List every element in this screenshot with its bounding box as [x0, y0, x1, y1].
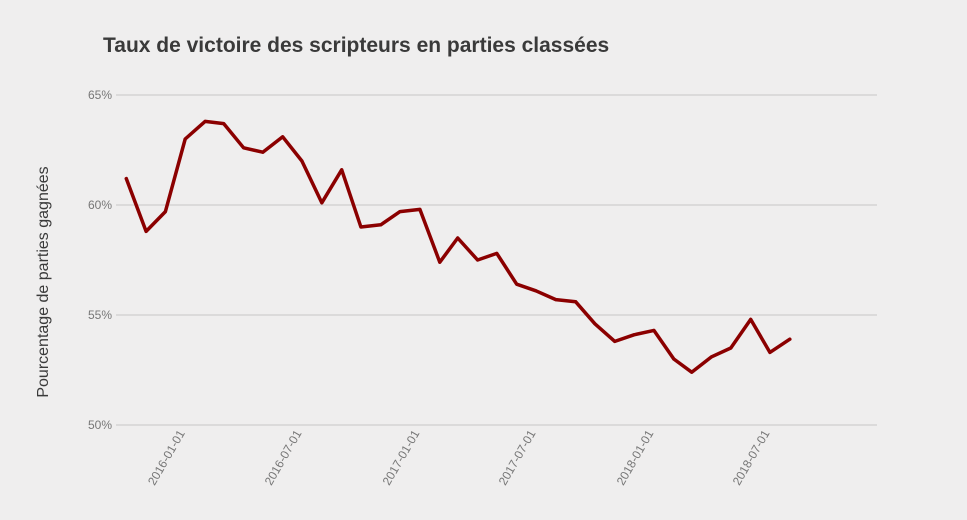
data-point — [203, 119, 207, 123]
y-axis-title: Pourcentage de parties gagnées — [35, 166, 52, 397]
data-point — [242, 146, 246, 150]
data-point — [476, 258, 480, 262]
data-point — [710, 355, 714, 359]
data-point — [690, 370, 694, 374]
data-point — [495, 251, 499, 255]
x-tick-label: 2016-07-01 — [262, 427, 305, 487]
data-point — [768, 350, 772, 354]
data-point — [340, 168, 344, 172]
y-tick-label: 50% — [88, 418, 112, 432]
data-point — [788, 337, 792, 341]
data-point — [515, 282, 519, 286]
data-point — [222, 122, 226, 126]
data-point — [438, 260, 442, 264]
data-point — [398, 210, 402, 214]
x-tick-label: 2017-07-01 — [496, 427, 539, 487]
x-tick-label: 2016-01-01 — [145, 427, 188, 487]
data-point — [183, 137, 187, 141]
data-point — [593, 322, 597, 326]
data-point — [613, 339, 617, 343]
data-point — [418, 207, 422, 211]
data-point — [281, 135, 285, 139]
y-tick-label: 65% — [88, 88, 112, 102]
data-point — [729, 346, 733, 350]
chart-title: Taux de victoire des scripteurs en parti… — [103, 34, 610, 57]
data-point — [554, 298, 558, 302]
data-point — [534, 289, 538, 293]
data-point — [144, 229, 148, 233]
data-point — [672, 357, 676, 361]
x-tick-label: 2018-07-01 — [730, 427, 773, 487]
data-point — [163, 210, 167, 214]
data-point — [456, 236, 460, 240]
data-point — [320, 201, 324, 205]
data-point — [300, 159, 304, 163]
data-point — [124, 177, 128, 181]
x-tick-label: 2018-01-01 — [614, 427, 657, 487]
data-point — [652, 328, 656, 332]
y-tick-label: 55% — [88, 308, 112, 322]
data-point — [749, 317, 753, 321]
x-tick-label: 2017-01-01 — [380, 427, 423, 487]
series-line — [124, 119, 792, 374]
data-point — [261, 150, 265, 154]
data-point — [574, 300, 578, 304]
y-tick-label: 60% — [88, 198, 112, 212]
data-point — [359, 225, 363, 229]
data-point — [379, 223, 383, 227]
data-point — [632, 333, 636, 337]
